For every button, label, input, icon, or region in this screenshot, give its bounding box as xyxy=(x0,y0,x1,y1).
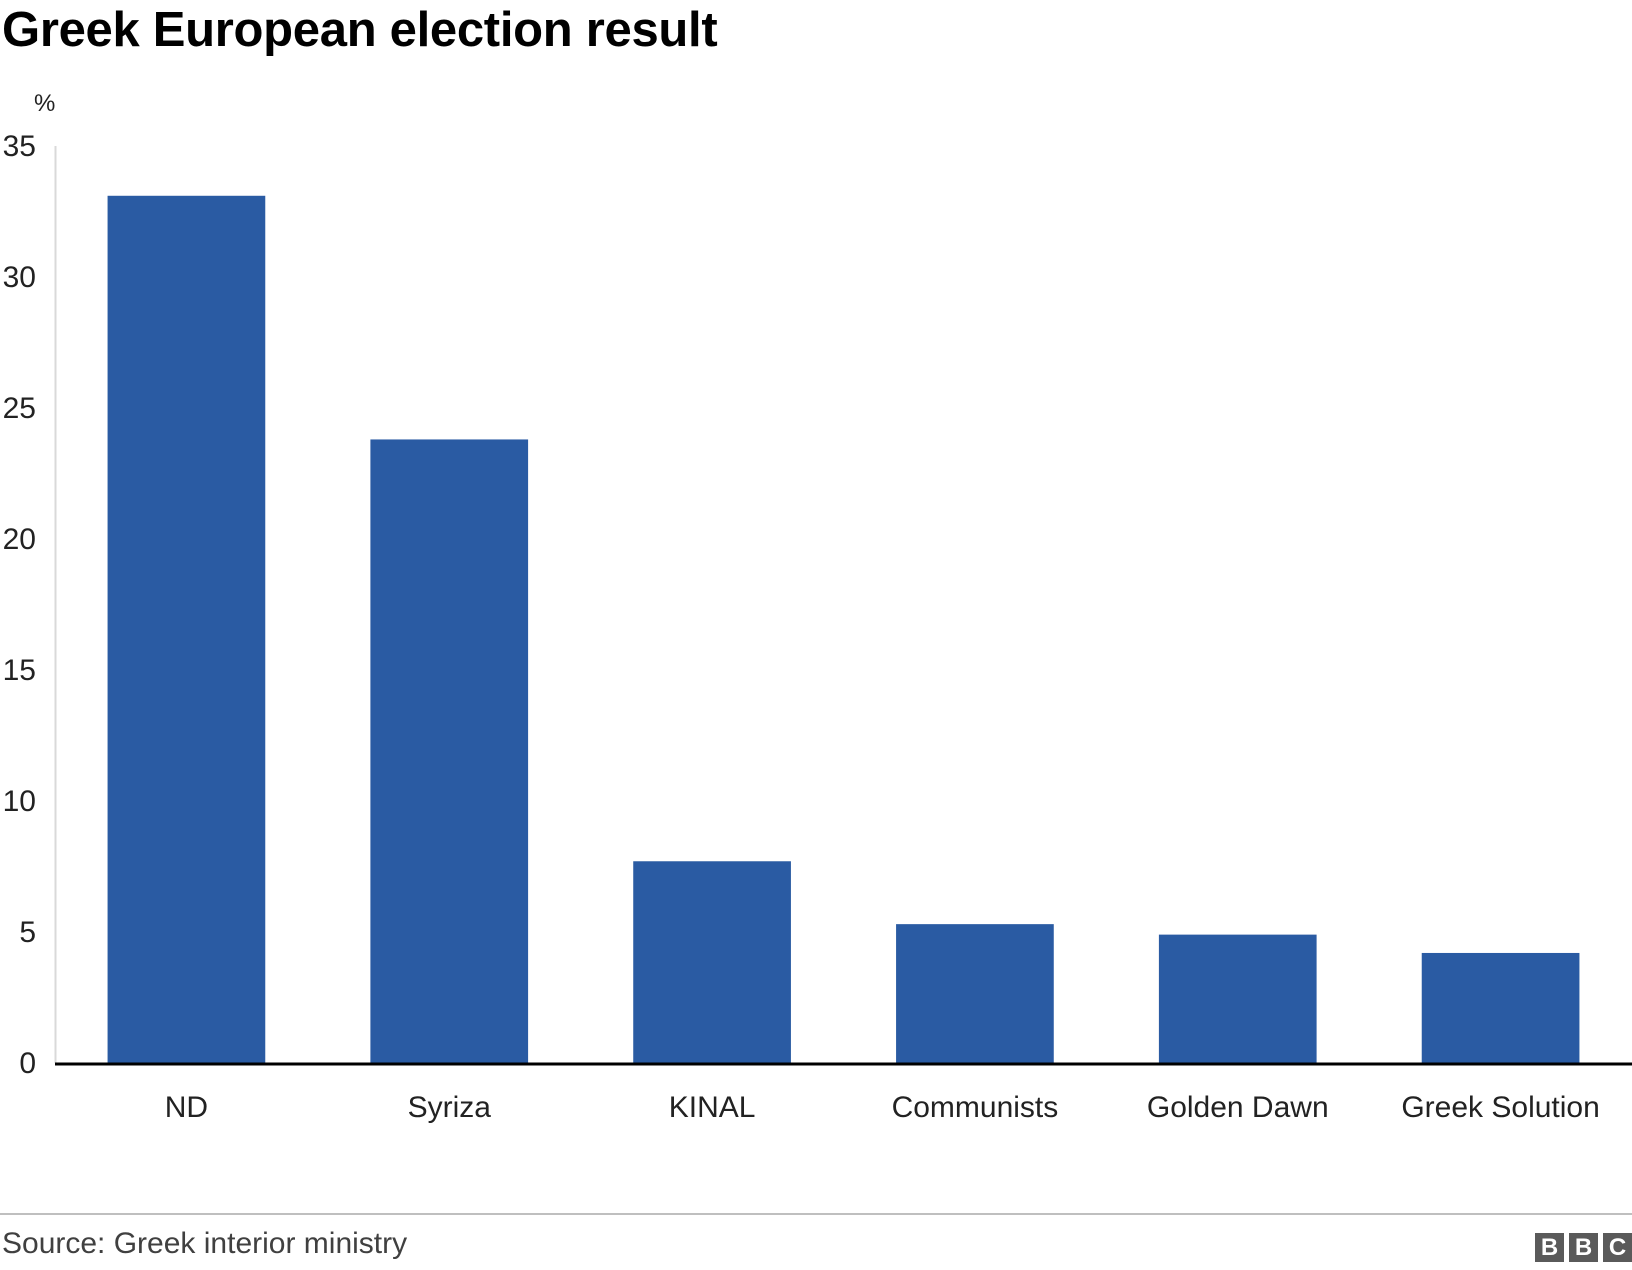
logo-letter-3: C xyxy=(1603,1233,1632,1262)
y-tick-label: 25 xyxy=(3,392,36,425)
logo-letter-1: B xyxy=(1535,1233,1564,1262)
category-label: KINAL xyxy=(669,1091,756,1124)
bar-syriza xyxy=(370,439,529,1063)
bar-nd xyxy=(107,195,266,1063)
category-labels: ND Syriza KINAL Communists Golden Dawn Greek … xyxy=(165,1091,1600,1124)
bar-kinal xyxy=(633,861,791,1063)
y-tick-label: 10 xyxy=(3,785,36,818)
category-label: Communists xyxy=(892,1091,1059,1124)
y-tick-label: 20 xyxy=(3,523,36,556)
y-axis-ticks: 0 5 10 15 20 25 30 35 xyxy=(3,130,36,1080)
bar-golden-dawn xyxy=(1158,934,1317,1063)
chart-title: Greek European election result xyxy=(2,3,718,57)
category-label: Greek Solution xyxy=(1401,1091,1599,1124)
bbc-logo: B B C xyxy=(1535,1233,1632,1262)
y-tick-label: 30 xyxy=(3,261,36,294)
category-label: Syriza xyxy=(408,1091,492,1124)
y-tick-label: 15 xyxy=(3,654,36,687)
y-tick-label: 5 xyxy=(19,916,36,949)
category-label: ND xyxy=(165,1091,208,1124)
y-tick-label: 35 xyxy=(3,130,36,163)
bars xyxy=(107,195,1580,1063)
y-axis-unit-label: % xyxy=(34,90,55,117)
y-tick-label: 0 xyxy=(19,1047,36,1080)
source-note: Source: Greek interior ministry xyxy=(2,1227,408,1260)
category-label: Golden Dawn xyxy=(1147,1091,1329,1124)
logo-letter-2: B xyxy=(1569,1233,1598,1262)
bar-greek-solution xyxy=(1421,952,1580,1063)
footer-divider xyxy=(0,1213,1632,1215)
bar-communists xyxy=(896,924,1054,1063)
